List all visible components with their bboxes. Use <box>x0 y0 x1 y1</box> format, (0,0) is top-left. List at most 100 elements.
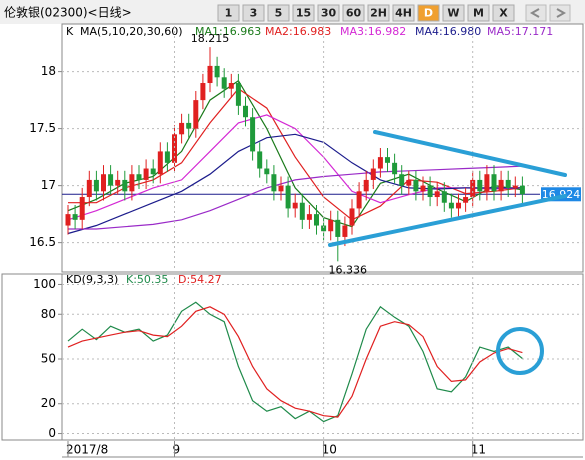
timeframe-label: 15 <box>296 7 311 20</box>
candle-body <box>207 65 213 84</box>
price-panel <box>61 23 584 273</box>
candle-body <box>79 197 85 220</box>
x-tick-label: 9 <box>173 443 181 457</box>
candle-body <box>264 168 270 175</box>
candle-body <box>250 117 256 152</box>
timeframe-label: 4H <box>395 7 412 20</box>
y-tick-label: 80 <box>41 307 56 321</box>
extreme-label: 18.215 <box>191 32 230 45</box>
y-tick-label: 50 <box>41 352 56 366</box>
candle-body <box>434 191 440 198</box>
x-tick-label: 10 <box>322 443 337 457</box>
prev-button[interactable] <box>525 4 547 22</box>
timeframe-label: 1 <box>225 7 233 20</box>
candle-body <box>342 225 348 237</box>
timeframe-button[interactable] <box>492 4 515 22</box>
candle-body <box>441 191 447 203</box>
timeframe-button[interactable] <box>342 4 365 22</box>
candle-body <box>257 151 263 169</box>
kd-panel <box>61 273 584 441</box>
candle-body <box>491 174 497 192</box>
candle-body <box>498 179 504 192</box>
timeframe-button[interactable] <box>442 4 465 22</box>
candle-body <box>505 179 511 188</box>
timeframe-label: 5 <box>275 7 283 20</box>
candle-body <box>314 214 319 226</box>
timeframe-button[interactable] <box>267 4 290 22</box>
legend-entry: MA4:16.980 <box>415 25 481 38</box>
timeframe-button[interactable] <box>417 4 440 22</box>
legend-entry: MA3:16.982 <box>340 25 406 38</box>
next-button[interactable] <box>549 4 571 22</box>
timeframe-button[interactable] <box>392 4 415 22</box>
candle-body <box>477 179 483 192</box>
timeframe-label: D <box>424 7 433 20</box>
legend-entry: MA1:16.963 <box>195 25 261 38</box>
prev-icon <box>529 8 540 18</box>
legend-entry: D:54.27 <box>178 273 222 286</box>
panel-title: K <box>66 25 74 38</box>
candle-body <box>214 65 220 78</box>
candle-body <box>271 174 277 192</box>
timeframe-label: W <box>447 7 459 20</box>
candle-body <box>470 179 476 198</box>
candle-body <box>335 219 341 237</box>
candle-body <box>427 185 433 198</box>
y-tick-label: 16.5 <box>29 235 56 249</box>
timeframe-button[interactable] <box>292 4 315 22</box>
candle-body <box>406 179 412 186</box>
candle-body <box>164 151 170 163</box>
candle-body <box>377 157 383 169</box>
candle-body <box>129 174 135 192</box>
legend-entry: MA2:16.983 <box>265 25 331 38</box>
series-line <box>68 87 523 221</box>
candle-body <box>448 202 454 209</box>
candle-body <box>321 225 327 232</box>
candle-body <box>157 151 163 175</box>
timeframe-button[interactable] <box>217 4 240 22</box>
timeframe-label: 30 <box>321 7 337 20</box>
candle-body <box>306 214 312 220</box>
candle-body <box>484 174 490 192</box>
candle-body <box>122 179 128 192</box>
candle-body <box>150 168 156 175</box>
next-icon <box>556 8 567 18</box>
chart-title: 伦敦银(02300)<日线> <box>4 5 132 20</box>
candle-body <box>136 174 142 180</box>
timeframe-button[interactable] <box>242 4 265 22</box>
candle-body <box>399 174 405 186</box>
legend-entry: K:50.35 <box>126 273 168 286</box>
trend-line-upper <box>373 130 567 177</box>
candle-body <box>363 179 369 192</box>
candle-body <box>349 208 355 226</box>
candle-body <box>519 185 525 195</box>
y-tick-label: 0 <box>48 426 56 440</box>
candle-body <box>108 174 114 186</box>
candle-body <box>278 185 284 192</box>
timeframe-label: M <box>473 7 484 20</box>
candle-body <box>235 83 241 106</box>
timeframe-button[interactable] <box>467 4 490 22</box>
candle-body <box>385 157 390 163</box>
highlight-circle <box>496 327 544 375</box>
candle-body <box>101 174 106 192</box>
timeframe-button[interactable] <box>317 4 340 22</box>
series-line <box>68 165 523 230</box>
timeframe-button[interactable] <box>367 4 390 22</box>
candle-body <box>356 191 362 209</box>
candle-body <box>243 105 248 118</box>
candle-body <box>172 134 177 163</box>
extreme-label: 16.336 <box>329 263 368 276</box>
timeframe-label: X <box>499 7 508 20</box>
candle-body <box>299 202 305 220</box>
candle-body <box>228 83 234 89</box>
legend-entry: MA5:17.171 <box>487 25 553 38</box>
x-tick-label: 11 <box>471 443 486 457</box>
series-line <box>67 133 523 235</box>
y-tick-label: 20 <box>41 396 56 410</box>
candle-body <box>370 168 376 180</box>
timeframe-label: 3 <box>250 7 258 20</box>
candle-body <box>72 214 78 220</box>
